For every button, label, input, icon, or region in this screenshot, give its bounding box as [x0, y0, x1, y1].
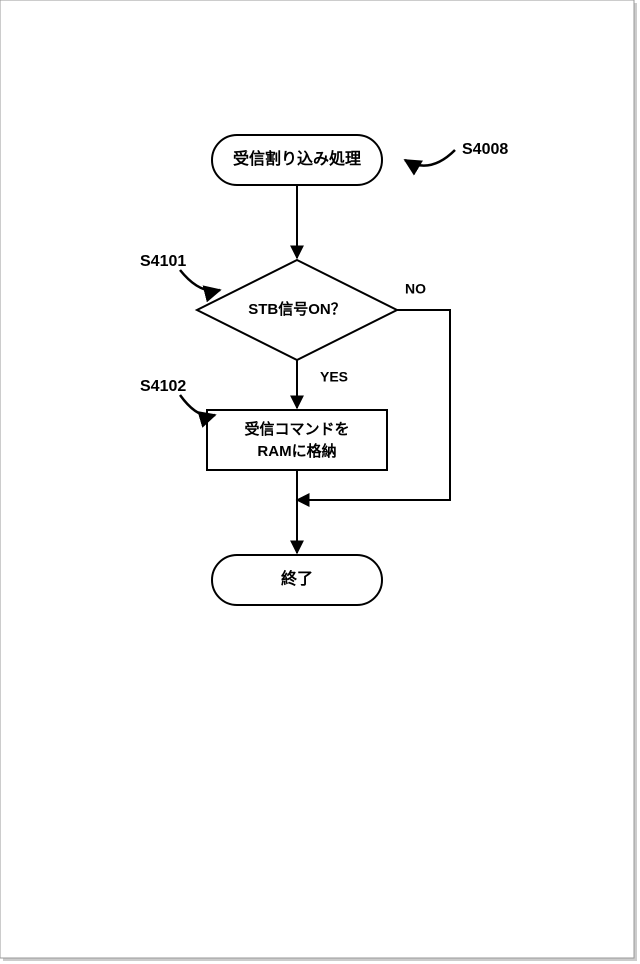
flowchart-canvas: 受信割り込み処理 S4008 STB信号ON？ S4101 YES NO 受信コ… [0, 0, 640, 964]
yes-label: YES [320, 369, 348, 385]
step-label-s4102: S4102 [140, 378, 186, 395]
process-label-1: 受信コマンドを [244, 420, 349, 438]
step-label-s4008: S4008 [462, 141, 508, 158]
start-label: 受信割り込み処理 [233, 149, 361, 168]
end-label: 終了 [281, 569, 313, 588]
process-label-2: RAMに格納 [257, 442, 336, 460]
step-label-s4101: S4101 [140, 253, 186, 270]
start-node: 受信割り込み処理 [212, 135, 382, 185]
process-node: 受信コマンドを RAMに格納 [207, 410, 387, 470]
decision-label: STB信号ON？ [248, 300, 346, 318]
no-label: NO [405, 281, 426, 297]
end-node: 終了 [212, 555, 382, 605]
